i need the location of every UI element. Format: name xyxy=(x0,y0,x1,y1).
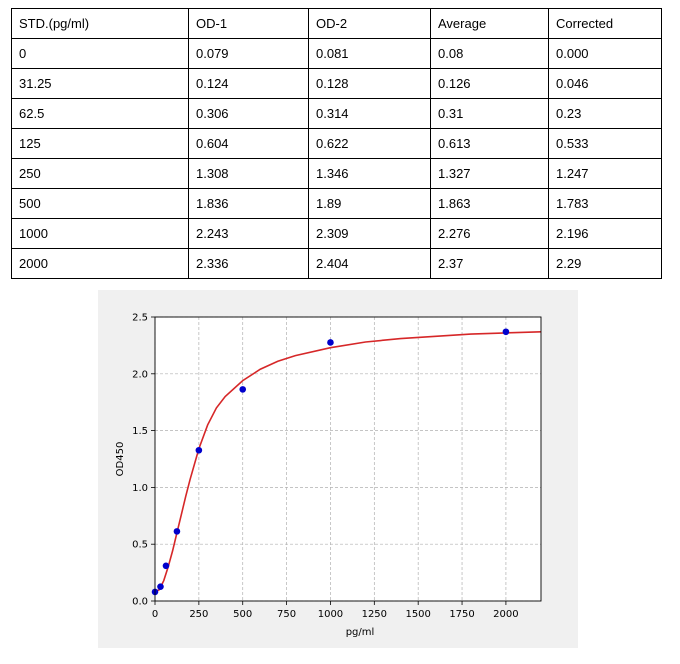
cell-corrected: 0.046 xyxy=(548,68,662,99)
cell-std: 250 xyxy=(11,158,189,189)
data-point xyxy=(173,528,181,535)
y-tick-label: 0.5 xyxy=(132,540,148,551)
cell-average: 0.126 xyxy=(430,68,549,99)
cell-average: 0.08 xyxy=(430,38,549,69)
x-tick-label: 500 xyxy=(233,609,252,620)
column-header-od1: OD-1 xyxy=(188,8,309,39)
cell-od2: 0.622 xyxy=(308,128,431,159)
cell-od2: 1.89 xyxy=(308,188,431,219)
column-header-std: STD.(pg/ml) xyxy=(11,8,189,39)
table-row: 1000 2.243 2.309 2.276 2.196 xyxy=(11,218,662,249)
cell-corrected: 1.247 xyxy=(548,158,662,189)
y-tick-label: 0.0 xyxy=(132,597,148,608)
cell-od1: 1.836 xyxy=(188,188,309,219)
y-axis-label: OD450 xyxy=(115,442,126,477)
data-point xyxy=(162,562,170,570)
table-row: 125 0.604 0.622 0.613 0.533 xyxy=(11,128,662,159)
grid-lines xyxy=(154,316,541,602)
cell-od2: 0.314 xyxy=(308,98,431,129)
cell-corrected: 0.23 xyxy=(548,98,662,129)
cell-std: 62.5 xyxy=(11,98,189,129)
cell-corrected: 1.783 xyxy=(548,188,662,219)
y-tick-label: 2.5 xyxy=(132,313,148,324)
cell-od2: 0.081 xyxy=(308,38,431,69)
cell-corrected: 0.000 xyxy=(548,38,662,69)
cell-corrected: 2.196 xyxy=(548,218,662,249)
x-tick-label: 0 xyxy=(152,609,158,620)
y-tick-label: 1.0 xyxy=(132,483,148,494)
data-point xyxy=(502,328,510,336)
x-tick-label: 2000 xyxy=(493,609,518,620)
standard-curve-chart: 0 250 500 750 1000 1250 1500 1750 2000 0.0 0.5 1.0 1… xyxy=(115,313,542,638)
table-row: 31.25 0.124 0.128 0.126 0.046 xyxy=(11,68,662,99)
cell-od2: 2.404 xyxy=(308,248,431,279)
cell-average: 2.37 xyxy=(430,248,549,279)
table-row: 0 0.079 0.081 0.08 0.000 xyxy=(11,38,662,69)
cell-od1: 2.243 xyxy=(188,218,309,249)
cell-average: 1.863 xyxy=(430,188,549,219)
cell-od1: 1.308 xyxy=(188,158,309,189)
table-header-row: STD.(pg/ml) OD-1 OD-2 Average Corrected xyxy=(11,8,662,39)
x-tick-label: 1750 xyxy=(449,609,474,620)
y-tick-label: 2.0 xyxy=(132,369,148,380)
table-row: 62.5 0.306 0.314 0.31 0.23 xyxy=(11,98,662,129)
column-header-od2: OD-2 xyxy=(308,8,431,39)
axes-layer: 0 250 500 750 1000 1250 1500 1750 2000 0.0 0.5 1.0 1… xyxy=(132,313,542,620)
x-tick-label: 1500 xyxy=(405,609,430,620)
x-axis-label: pg/ml xyxy=(346,627,375,638)
table-row: 250 1.308 1.346 1.327 1.247 xyxy=(11,158,662,189)
cell-std: 31.25 xyxy=(11,68,189,99)
cell-std: 2000 xyxy=(11,248,189,279)
cell-od2: 0.128 xyxy=(308,68,431,99)
column-header-average: Average xyxy=(430,8,549,39)
y-tick-label: 1.5 xyxy=(132,426,148,437)
x-tick-label: 750 xyxy=(277,609,296,620)
cell-od2: 1.346 xyxy=(308,158,431,189)
fit-curve-line xyxy=(154,330,542,593)
cell-corrected: 2.29 xyxy=(548,248,662,279)
cell-od1: 0.079 xyxy=(188,38,309,69)
data-points-layer xyxy=(151,328,510,596)
cell-std: 500 xyxy=(11,188,189,219)
plot-area xyxy=(155,317,541,601)
table-row: 500 1.836 1.89 1.863 1.783 xyxy=(11,188,662,219)
cell-od1: 2.336 xyxy=(188,248,309,279)
data-point xyxy=(195,446,203,454)
cell-od1: 0.604 xyxy=(188,128,309,159)
cell-od1: 0.306 xyxy=(188,98,309,129)
cell-corrected: 0.533 xyxy=(548,128,662,159)
table-row: 2000 2.336 2.404 2.37 2.29 xyxy=(11,248,662,279)
standards-table: STD.(pg/ml) OD-1 OD-2 Average Corrected … xyxy=(11,8,662,279)
cell-average: 2.276 xyxy=(430,218,549,249)
column-header-corrected: Corrected xyxy=(548,8,662,39)
cell-average: 1.327 xyxy=(430,158,549,189)
cell-average: 0.31 xyxy=(430,98,549,129)
standards-table-body: STD.(pg/ml) OD-1 OD-2 Average Corrected … xyxy=(11,8,662,279)
x-tick-label: 1250 xyxy=(362,609,387,620)
cell-od1: 0.124 xyxy=(188,68,309,99)
cell-average: 0.613 xyxy=(430,128,549,159)
data-point xyxy=(157,583,164,590)
axes-frame xyxy=(154,316,542,602)
chart-panel: 0 250 500 750 1000 1250 1500 1750 2000 0.0 0.5 1.0 1… xyxy=(98,290,578,648)
x-tick-label: 250 xyxy=(189,609,208,620)
fit-curve-layer xyxy=(154,330,542,593)
cell-std: 1000 xyxy=(11,218,189,249)
cell-od2: 2.309 xyxy=(308,218,431,249)
data-point xyxy=(239,386,247,393)
cell-std: 0 xyxy=(11,38,189,69)
cell-std: 125 xyxy=(11,128,189,159)
x-tick-label: 1000 xyxy=(318,609,343,620)
data-point xyxy=(327,339,334,346)
